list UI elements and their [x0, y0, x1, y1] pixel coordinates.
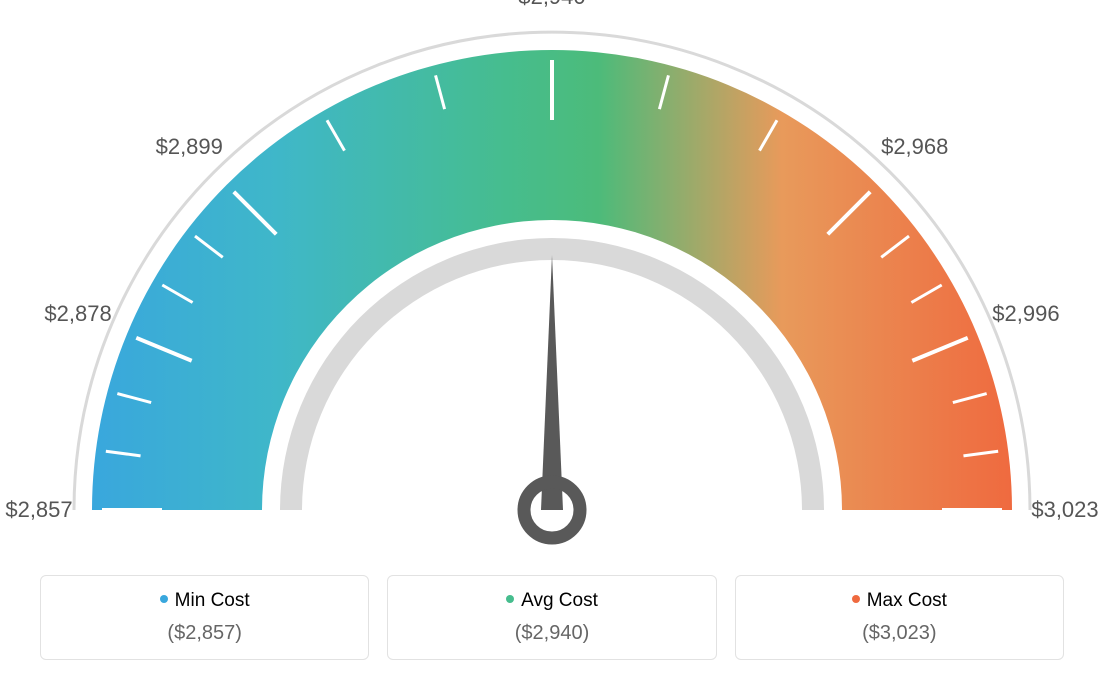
legend-title-text: Min Cost [175, 590, 250, 611]
legend-title-avg: Avg Cost [388, 590, 715, 612]
legend-row: Min Cost ($2,857) Avg Cost ($2,940) Max … [40, 575, 1064, 660]
gauge-svg [52, 20, 1052, 560]
legend-title-max: Max Cost [736, 590, 1063, 612]
legend-value-min: ($2,857) [41, 622, 368, 645]
gauge-tick-label: $2,940 [518, 0, 585, 10]
gauge-tick-label: $2,899 [156, 134, 223, 160]
legend-value-max: ($3,023) [736, 622, 1063, 645]
dot-icon [852, 595, 860, 603]
legend-title-text: Max Cost [867, 590, 947, 611]
legend-card-min: Min Cost ($2,857) [40, 575, 369, 660]
dot-icon [506, 595, 514, 603]
gauge-tick-label: $2,857 [5, 497, 72, 523]
cost-gauge: $2,857 $2,878 $2,899 $2,940 $2,968 $2,996 $3,0… [0, 0, 1104, 560]
gauge-tick-label: $2,996 [992, 301, 1059, 327]
legend-value-avg: ($2,940) [388, 622, 715, 645]
gauge-tick-label: $2,878 [44, 301, 111, 327]
gauge-tick-label: $2,968 [881, 134, 948, 160]
legend-title-text: Avg Cost [521, 590, 598, 611]
legend-title-min: Min Cost [41, 590, 368, 612]
gauge-tick-label: $3,023 [1031, 497, 1098, 523]
legend-card-avg: Avg Cost ($2,940) [387, 575, 716, 660]
legend-card-max: Max Cost ($3,023) [735, 575, 1064, 660]
dot-icon [160, 595, 168, 603]
